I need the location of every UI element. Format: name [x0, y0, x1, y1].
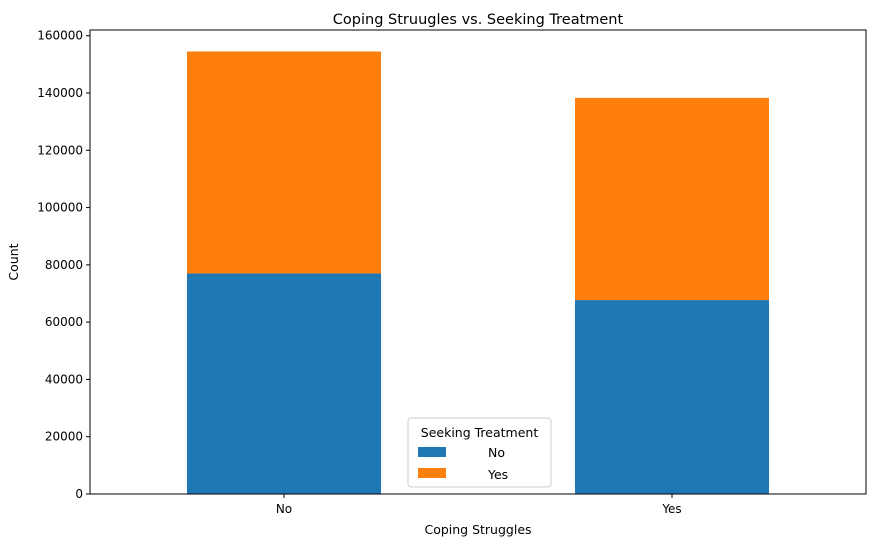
- legend-swatch-yes: [418, 468, 446, 478]
- y-axis-title: Count: [6, 243, 21, 280]
- legend-swatch-no: [418, 447, 446, 457]
- plot-frame: [89, 29, 867, 495]
- y-tick-label: 60000: [45, 315, 83, 329]
- bar-no-seeking-no: [187, 273, 381, 494]
- x-tick-label-yes: Yes: [661, 502, 681, 516]
- legend-title: Seeking Treatment: [421, 425, 539, 440]
- bars-layer: [187, 51, 769, 494]
- x-axis-title: Coping Struggles: [424, 522, 531, 537]
- chart-title: Coping Struugles vs. Seeking Treatment: [333, 12, 624, 28]
- y-tick-label: 100000: [37, 201, 83, 215]
- y-tick-label: 0: [75, 487, 83, 501]
- y-tick-label: 120000: [37, 143, 83, 157]
- legend-label-no: No: [488, 445, 505, 460]
- bar-yes-seeking-yes: [575, 97, 769, 301]
- y-tick-label: 160000: [37, 29, 83, 43]
- x-tick-label-no: No: [276, 502, 292, 516]
- bar-yes-seeking-no: [575, 300, 769, 494]
- y-tick-label: 140000: [37, 86, 83, 100]
- bar-no-seeking-yes: [187, 51, 381, 274]
- y-tick-label: 80000: [45, 258, 83, 272]
- y-tick-label: 20000: [45, 430, 83, 444]
- legend: Seeking Treatment No Yes: [407, 417, 552, 488]
- x-axis: No Yes: [276, 494, 682, 516]
- legend-label-yes: Yes: [487, 467, 508, 482]
- y-axis: 0 20000 40000 60000 80000 100000 120000 140000 1…: [37, 29, 90, 501]
- y-tick-label: 40000: [45, 372, 83, 386]
